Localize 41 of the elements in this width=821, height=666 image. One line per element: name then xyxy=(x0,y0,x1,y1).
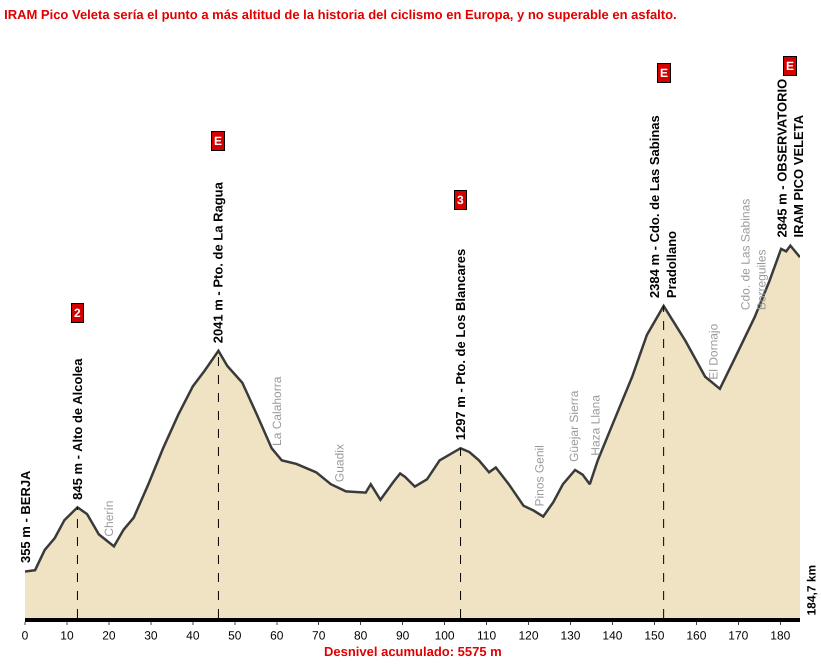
annotation: Güejar Sierra xyxy=(566,390,581,462)
x-tick-label: 120 xyxy=(518,628,539,642)
data-label: 2041 m - Pto. de La Ragua xyxy=(210,181,226,344)
annotation: Cdo. de Las Sabinas Borreguiles xyxy=(738,198,768,310)
x-tick-label: 80 xyxy=(354,628,368,642)
annotation: Guadix xyxy=(332,444,346,482)
x-tick-label: 60 xyxy=(270,628,284,642)
x-tick-label: 160 xyxy=(686,628,707,642)
data-label: 1297 m - Pto. de Los Blancares xyxy=(452,248,468,440)
x-tick-label: 130 xyxy=(560,628,581,642)
chart-title: IRAM Pico Veleta sería el punto a más altitud de la historia del ciclismo en Europa, y no superable en asfalto. xyxy=(4,7,677,22)
x-tick-label: 110 xyxy=(476,628,496,642)
x-tick-label: 150 xyxy=(644,628,665,642)
x-tick-label: 140 xyxy=(602,628,623,642)
data-label: 845 m - Alto de Alcolea xyxy=(70,358,86,500)
data-label: 355 m - BERJA xyxy=(18,470,33,564)
text: 3 xyxy=(457,193,464,207)
x-tick-label: 10 xyxy=(60,628,74,642)
x-tick-label: 40 xyxy=(186,628,200,642)
x-tick-label: 20 xyxy=(102,628,116,642)
text: 184,7 km xyxy=(804,564,818,616)
x-tick-label: 70 xyxy=(312,628,326,642)
x-tick-label: 180 xyxy=(770,628,791,642)
x-tick-label: 170 xyxy=(728,628,749,642)
x-tick-label: 100 xyxy=(434,628,455,642)
text: E xyxy=(660,66,668,80)
annotation: El Dornajo xyxy=(706,323,721,380)
x-tick-label: 0 xyxy=(22,628,29,642)
annotation: La Calahorra xyxy=(270,376,284,446)
text: E xyxy=(214,134,222,148)
annotation: Cherín xyxy=(102,500,116,537)
x-tick-label: 90 xyxy=(396,628,410,642)
annotation: Haza Llana xyxy=(588,394,603,456)
text: Desnivel acumulado: 5575 m xyxy=(324,644,502,659)
annotation: 2 xyxy=(74,306,81,320)
x-tick-label: 30 xyxy=(144,628,158,642)
x-tick-label: 50 xyxy=(228,628,242,642)
text: E xyxy=(786,59,794,73)
annotation: Pinos Genil xyxy=(532,445,546,507)
data-label: 2384 m - Cdo. de Las Sabinas Pradollano xyxy=(647,115,680,298)
data-label: 2845 m - OBSERVATORIO IRAM PICO VELETA xyxy=(774,78,806,238)
